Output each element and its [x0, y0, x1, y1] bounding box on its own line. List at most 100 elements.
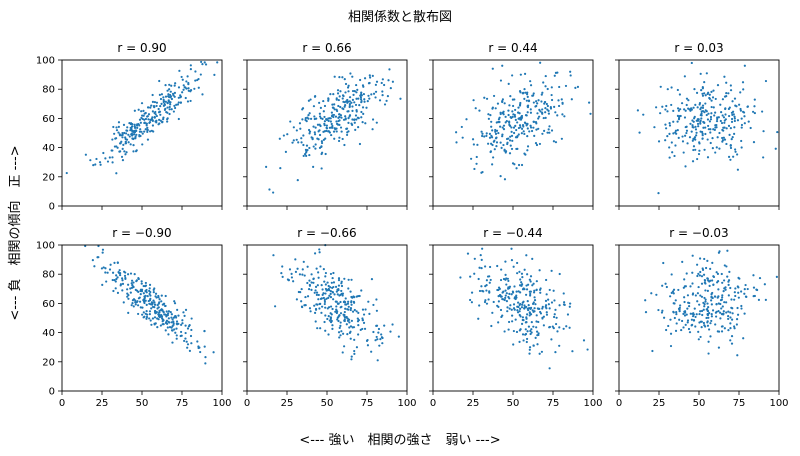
- data-point: [725, 301, 728, 304]
- data-point: [571, 350, 574, 353]
- data-point: [148, 283, 152, 286]
- data-point: [550, 269, 553, 272]
- data-point: [733, 97, 737, 100]
- data-point: [375, 309, 378, 312]
- data-point: [519, 91, 522, 94]
- data-point: [558, 326, 561, 329]
- data-point: [338, 136, 341, 139]
- data-point: [164, 304, 167, 308]
- data-point: [359, 96, 363, 99]
- data-point: [536, 112, 539, 115]
- data-point: [366, 344, 370, 347]
- data-point: [763, 283, 766, 286]
- data-point: [535, 320, 538, 323]
- data-point: [301, 273, 304, 276]
- data-point: [686, 142, 689, 145]
- data-point: [492, 300, 495, 304]
- data-point: [670, 273, 673, 276]
- data-point: [733, 132, 736, 135]
- data-point: [338, 123, 341, 126]
- data-point: [696, 300, 699, 303]
- y-tick-label: 60: [42, 299, 55, 310]
- data-point: [158, 315, 161, 319]
- data-point: [131, 302, 134, 305]
- data-point: [527, 304, 530, 307]
- data-point: [568, 326, 571, 329]
- data-point: [547, 112, 550, 115]
- data-point: [689, 109, 692, 112]
- data-point: [690, 130, 693, 133]
- data-point: [292, 126, 295, 129]
- data-point: [318, 251, 321, 254]
- data-point: [200, 60, 203, 64]
- data-point: [312, 277, 315, 280]
- data-point: [330, 111, 333, 114]
- data-point: [146, 138, 150, 141]
- data-point: [517, 163, 521, 167]
- data-point: [531, 94, 534, 97]
- data-point: [330, 281, 333, 284]
- data-point: [148, 310, 152, 313]
- data-point: [196, 78, 199, 82]
- data-point: [666, 110, 669, 113]
- data-point: [126, 295, 129, 298]
- data-point: [664, 123, 667, 126]
- data-point: [323, 115, 326, 119]
- data-point: [172, 322, 175, 325]
- data-point: [308, 146, 311, 150]
- data-point: [162, 323, 165, 326]
- data-point: [484, 265, 487, 268]
- data-point: [117, 131, 120, 134]
- data-point: [323, 280, 326, 283]
- data-point: [697, 338, 700, 341]
- data-point: [494, 107, 497, 110]
- data-point: [667, 324, 670, 328]
- data-point: [165, 319, 169, 322]
- data-point: [691, 119, 694, 122]
- data-point: [203, 345, 206, 348]
- data-point: [355, 346, 359, 349]
- data-point: [700, 117, 703, 120]
- data-point: [313, 304, 316, 307]
- data-point: [313, 252, 317, 255]
- data-point: [703, 148, 706, 151]
- data-point: [477, 277, 480, 281]
- data-point: [148, 287, 151, 290]
- data-point: [689, 285, 692, 288]
- data-point: [340, 282, 343, 285]
- data-point: [706, 156, 710, 159]
- data-point: [337, 104, 340, 108]
- data-point: [335, 308, 338, 311]
- data-point: [510, 259, 514, 262]
- data-point: [669, 332, 673, 335]
- data-point: [720, 272, 723, 276]
- data-point: [134, 150, 138, 153]
- data-point: [528, 306, 531, 310]
- data-point: [153, 115, 156, 119]
- data-point: [692, 120, 695, 123]
- data-point: [501, 126, 504, 129]
- data-point: [274, 305, 277, 308]
- data-point: [706, 259, 709, 262]
- data-point: [324, 137, 327, 140]
- data-point: [492, 156, 495, 159]
- data-point: [110, 149, 113, 152]
- data-point: [691, 124, 694, 127]
- data-point: [729, 311, 732, 314]
- data-point: [314, 285, 318, 288]
- data-point: [167, 320, 170, 323]
- data-point: [539, 291, 542, 294]
- data-point: [740, 139, 743, 143]
- data-point: [162, 96, 165, 99]
- data-point: [158, 298, 161, 301]
- data-point: [521, 276, 524, 279]
- data-point: [101, 248, 105, 251]
- data-point: [552, 140, 556, 143]
- data-point: [504, 121, 507, 124]
- data-point: [734, 287, 737, 290]
- data-point: [518, 329, 521, 332]
- data-point: [129, 272, 133, 275]
- data-point: [717, 288, 720, 291]
- data-point: [302, 143, 305, 147]
- data-point: [485, 97, 489, 100]
